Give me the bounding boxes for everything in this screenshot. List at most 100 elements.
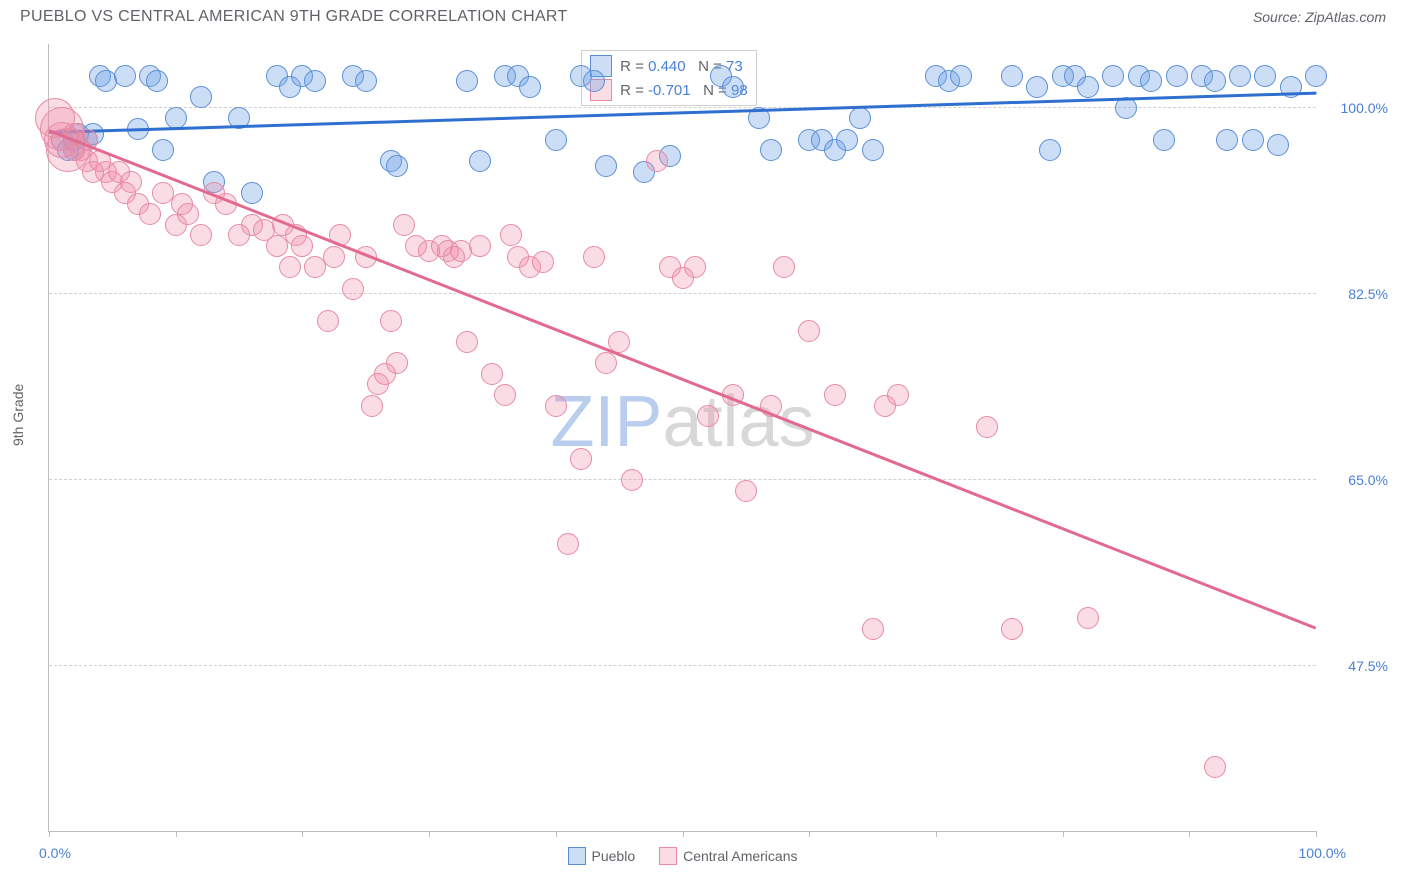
- data-point: [1140, 70, 1162, 92]
- data-point: [393, 214, 415, 236]
- data-point: [722, 76, 744, 98]
- trend-line: [49, 129, 1317, 629]
- x-axis-max-label: 100.0%: [1299, 845, 1346, 861]
- data-point: [646, 150, 668, 172]
- data-point: [849, 107, 871, 129]
- data-point: [1077, 607, 1099, 629]
- x-tick: [1063, 831, 1064, 837]
- x-tick: [1316, 831, 1317, 837]
- data-point: [557, 533, 579, 555]
- data-point: [735, 480, 757, 502]
- x-axis-min-label: 0.0%: [39, 845, 71, 861]
- data-point: [469, 150, 491, 172]
- data-point: [862, 139, 884, 161]
- data-point: [545, 129, 567, 151]
- data-point: [361, 395, 383, 417]
- data-point: [595, 352, 617, 374]
- data-point: [1077, 76, 1099, 98]
- data-point: [500, 224, 522, 246]
- data-point: [1153, 129, 1175, 151]
- source-label: Source: ZipAtlas.com: [1253, 9, 1386, 25]
- data-point: [532, 251, 554, 273]
- data-point: [456, 331, 478, 353]
- data-point: [595, 155, 617, 177]
- data-point: [1026, 76, 1048, 98]
- data-point: [469, 235, 491, 257]
- data-point: [1305, 65, 1327, 87]
- data-point: [697, 405, 719, 427]
- legend-swatch: [659, 847, 677, 865]
- x-tick: [429, 831, 430, 837]
- x-tick: [936, 831, 937, 837]
- data-point: [291, 235, 313, 257]
- legend-label: Pueblo: [592, 848, 636, 864]
- legend-label: Central Americans: [683, 848, 797, 864]
- data-point: [114, 65, 136, 87]
- data-point: [146, 70, 168, 92]
- y-axis-label: 9th Grade: [10, 384, 26, 446]
- data-point: [773, 256, 795, 278]
- data-point: [190, 86, 212, 108]
- legend-item: Pueblo: [568, 847, 636, 865]
- data-point: [241, 182, 263, 204]
- data-point: [342, 278, 364, 300]
- x-tick: [302, 831, 303, 837]
- gridline: [49, 293, 1316, 294]
- data-point: [355, 70, 377, 92]
- data-point: [1216, 129, 1238, 151]
- y-tick-label: 82.5%: [1348, 286, 1388, 302]
- data-point: [1267, 134, 1289, 156]
- data-point: [177, 203, 199, 225]
- data-point: [1204, 70, 1226, 92]
- data-point: [950, 65, 972, 87]
- data-point: [323, 246, 345, 268]
- data-point: [304, 70, 326, 92]
- data-point: [1204, 756, 1226, 778]
- watermark-zip: ZIP: [550, 382, 662, 462]
- x-tick: [1189, 831, 1190, 837]
- data-point: [1001, 65, 1023, 87]
- x-tick: [809, 831, 810, 837]
- gridline: [49, 479, 1316, 480]
- data-point: [1166, 65, 1188, 87]
- series-legend: Pueblo Central Americans: [568, 847, 798, 865]
- data-point: [139, 203, 161, 225]
- data-point: [380, 310, 402, 332]
- data-point: [1039, 139, 1061, 161]
- x-tick: [49, 831, 50, 837]
- legend-swatch: [568, 847, 586, 865]
- data-point: [1242, 129, 1264, 151]
- data-point: [545, 395, 567, 417]
- y-tick-label: 100.0%: [1341, 100, 1388, 116]
- data-point: [519, 76, 541, 98]
- y-tick-label: 65.0%: [1348, 472, 1388, 488]
- data-point: [317, 310, 339, 332]
- data-point: [836, 129, 858, 151]
- gridline: [49, 665, 1316, 666]
- data-point: [386, 352, 408, 374]
- data-point: [1001, 618, 1023, 640]
- data-point: [190, 224, 212, 246]
- data-point: [570, 448, 592, 470]
- data-point: [798, 320, 820, 342]
- chart-plot-area: ZIPatlas 0.0% 100.0% PuebloCentral Ameri…: [48, 44, 1316, 832]
- data-point: [481, 363, 503, 385]
- data-point: [1102, 65, 1124, 87]
- data-point: [583, 70, 605, 92]
- data-point: [1229, 65, 1251, 87]
- x-tick: [556, 831, 557, 837]
- data-point: [862, 618, 884, 640]
- watermark: ZIPatlas: [550, 381, 814, 463]
- data-point: [456, 70, 478, 92]
- data-point: [279, 256, 301, 278]
- x-tick: [176, 831, 177, 837]
- data-point: [621, 469, 643, 491]
- x-tick: [683, 831, 684, 837]
- data-point: [976, 416, 998, 438]
- data-point: [684, 256, 706, 278]
- data-point: [824, 384, 846, 406]
- data-point: [152, 139, 174, 161]
- data-point: [583, 246, 605, 268]
- data-point: [494, 384, 516, 406]
- legend-item: Central Americans: [659, 847, 797, 865]
